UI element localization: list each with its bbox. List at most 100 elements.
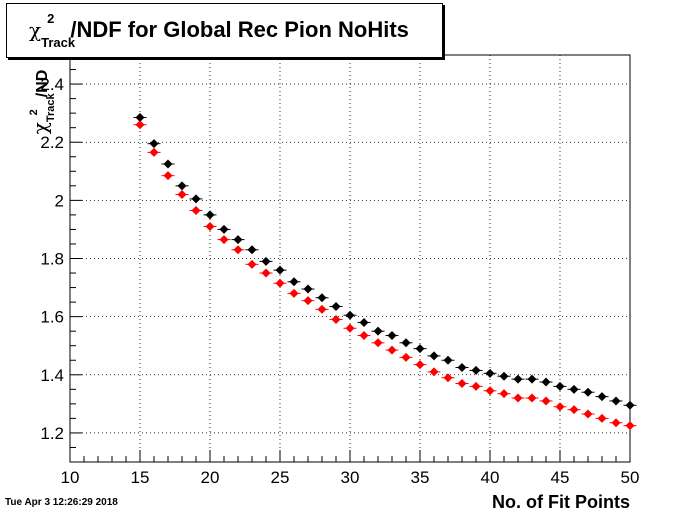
data-point (135, 113, 145, 123)
series-2 (133, 120, 637, 431)
data-point (527, 374, 537, 384)
x-tick-label: 15 (131, 468, 150, 487)
data-point (513, 393, 523, 403)
timestamp: Tue Apr 3 12:26:29 2018 (5, 497, 118, 508)
data-point (275, 278, 285, 288)
data-point (191, 194, 201, 204)
data-point (331, 301, 341, 311)
data-point (303, 284, 313, 294)
x-tick-label: 45 (551, 468, 570, 487)
data-point (429, 351, 439, 361)
data-point (443, 373, 453, 383)
ylabel-chi-symbol: χ (28, 122, 52, 135)
y-tick-label: 1.8 (40, 250, 64, 269)
y-tick-label: 2.4 (40, 75, 64, 94)
data-point (569, 405, 579, 415)
data-point (359, 331, 369, 341)
data-point (401, 338, 411, 348)
data-point (499, 371, 509, 381)
x-tick-label: 40 (481, 468, 500, 487)
x-axis-label: No. of Fit Points (492, 492, 630, 512)
data-point (387, 331, 397, 341)
data-point (415, 360, 425, 370)
data-point (205, 210, 215, 220)
data-point (471, 365, 481, 375)
y-tick-label: 1.6 (40, 308, 64, 327)
y-tick-label: 1.4 (40, 366, 64, 385)
data-point (345, 323, 355, 333)
chart-title: χTrack 2/NDF for Global Rec Pion NoHits (29, 11, 409, 50)
data-point (625, 421, 635, 431)
data-point (429, 367, 439, 377)
y-tick-label: 2 (55, 191, 64, 210)
data-points (133, 113, 637, 431)
data-point (625, 400, 635, 410)
data-point (205, 222, 215, 232)
data-point (275, 265, 285, 275)
data-point (233, 235, 243, 245)
data-point (401, 352, 411, 362)
data-point (331, 315, 341, 325)
data-point (485, 386, 495, 396)
x-tick-label: 30 (341, 468, 360, 487)
data-point (289, 277, 299, 287)
data-point (457, 379, 467, 389)
data-point (261, 256, 271, 266)
data-point (149, 139, 159, 149)
data-point (163, 159, 173, 169)
data-point (555, 402, 565, 412)
data-point (569, 384, 579, 394)
title-text: /NDF for Global Rec Pion NoHits (70, 17, 409, 42)
data-point (597, 413, 607, 423)
data-point (135, 120, 145, 130)
data-point (597, 392, 607, 402)
chart-title-box: χTrack 2/NDF for Global Rec Pion NoHits (6, 3, 443, 58)
series-1 (133, 113, 637, 410)
data-point (471, 381, 481, 391)
data-point (513, 374, 523, 384)
data-point (219, 224, 229, 234)
data-point (485, 368, 495, 378)
x-tick-label: 25 (271, 468, 290, 487)
data-point (177, 190, 187, 200)
data-point (191, 206, 201, 216)
title-superscript: 2 (47, 11, 55, 26)
data-point (373, 326, 383, 336)
x-tick-label: 10 (61, 468, 80, 487)
y-tick-label: 1.2 (40, 424, 64, 443)
data-point (177, 181, 187, 191)
x-tick-label: 35 (411, 468, 430, 487)
y-tick-label: 2.2 (40, 133, 64, 152)
data-point (415, 344, 425, 354)
data-point (247, 245, 257, 255)
title-chi-symbol: χ (29, 18, 42, 42)
data-point (317, 293, 327, 303)
data-point (443, 355, 453, 365)
data-point (317, 304, 327, 314)
x-tick-label: 50 (621, 468, 640, 487)
data-point (583, 409, 593, 419)
data-point (289, 288, 299, 298)
data-point (541, 396, 551, 406)
data-point (219, 235, 229, 245)
y-axis-label: χTrack2/ND (28, 32, 57, 172)
title-subscript: Track (41, 35, 76, 50)
data-point (261, 268, 271, 278)
data-point (611, 396, 621, 406)
data-point (345, 310, 355, 320)
data-point (387, 345, 397, 355)
data-point (359, 317, 369, 327)
data-point (541, 377, 551, 387)
data-point (303, 296, 313, 306)
data-point (149, 147, 159, 157)
data-point (457, 363, 467, 373)
ylabel-superscript: 2 (28, 109, 40, 116)
data-point (583, 387, 593, 397)
data-point (555, 381, 565, 391)
data-point (499, 389, 509, 399)
axes: 10 15 20 25 30 35 40 45 50 1.2 1.4 1.6 1.8 2 2.2 2.4 (40, 54, 640, 487)
data-point (233, 245, 243, 255)
data-point (373, 338, 383, 348)
data-point (611, 418, 621, 428)
